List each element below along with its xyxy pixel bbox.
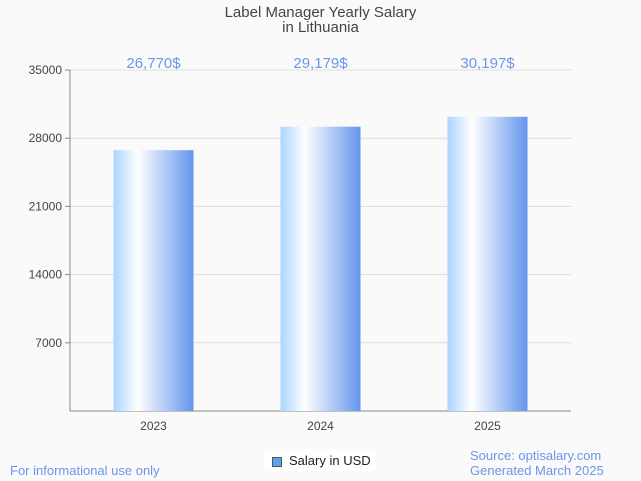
legend-label: Salary in USD xyxy=(289,453,371,468)
y-tick-label: 28000 xyxy=(29,131,63,145)
data-label: 29,179$ xyxy=(293,55,348,72)
y-tick-label: 21000 xyxy=(29,199,63,213)
bar-2023 xyxy=(113,150,194,411)
y-tick-label: 7000 xyxy=(35,336,62,350)
chart-subtitle: in Lithuania xyxy=(282,19,359,36)
bar-2024 xyxy=(280,126,361,412)
legend[interactable]: Salary in USD xyxy=(264,449,376,471)
data-label: 30,197$ xyxy=(460,55,515,72)
y-tick-label: 14000 xyxy=(29,268,63,282)
x-tick-label: 2025 xyxy=(474,419,501,433)
legend-swatch xyxy=(272,457,282,467)
x-tick-label: 2024 xyxy=(307,419,334,433)
x-tick-label: 2023 xyxy=(140,419,167,433)
disclaimer: For informational use only xyxy=(10,463,160,478)
bar-2025 xyxy=(447,116,528,411)
data-label: 26,770$ xyxy=(126,55,181,72)
y-tick-label: 35000 xyxy=(29,63,63,77)
source: Source: optisalary.com xyxy=(470,448,602,463)
chart-title: Label Manager Yearly Salary xyxy=(224,4,417,21)
generated-date: Generated March 2025 xyxy=(470,463,604,478)
